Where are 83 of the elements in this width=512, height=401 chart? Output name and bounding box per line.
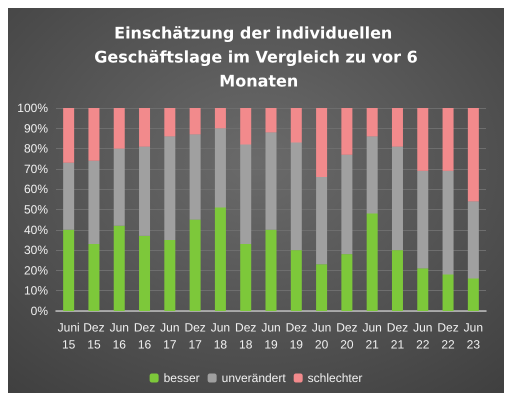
x-tick-label: Dez 22 (437, 320, 459, 352)
x-tick-label: Jun 22 (413, 320, 432, 352)
bar (214, 108, 226, 128)
bar (266, 108, 276, 132)
bar (468, 201, 479, 279)
bar (417, 108, 428, 171)
x-tick-label: Dez 19 (286, 320, 307, 352)
bar (114, 108, 125, 149)
y-tick-label: 90% (24, 121, 48, 136)
x-tick-label: Jun 18 (210, 320, 230, 352)
bar (164, 240, 176, 311)
bar (190, 108, 201, 134)
bar (63, 162, 74, 230)
x-tick-label: Dez 17 (184, 320, 206, 352)
bar (442, 274, 454, 311)
bar (240, 144, 252, 244)
bar (88, 244, 100, 311)
bar (290, 250, 302, 311)
chart-title: Einschätzung der individuellen Geschäftslage im Vergleich zu vor 6 Monaten (94, 24, 418, 90)
bar (139, 108, 150, 147)
x-tick-label: Jun 21 (362, 320, 382, 352)
bar (366, 108, 378, 136)
bar (214, 207, 226, 311)
x-tick-label: Dez 20 (336, 320, 358, 352)
bar (392, 250, 403, 311)
y-tick-label: 80% (24, 142, 48, 156)
bar (442, 108, 454, 171)
y-tick-label: 50% (24, 202, 48, 216)
y-tick-label: 20% (24, 263, 48, 278)
bar (392, 108, 403, 147)
bar (214, 128, 226, 208)
x-tick-label: Dez 15 (83, 320, 105, 352)
legend-label: unverändert (222, 371, 286, 385)
bar (164, 136, 176, 240)
bar (190, 134, 201, 220)
y-tick-label: 60% (24, 182, 48, 196)
bar (392, 146, 403, 250)
x-tick-label: Jun 16 (110, 320, 129, 352)
bar (442, 170, 454, 274)
bar (341, 108, 352, 155)
bar (417, 268, 428, 311)
bar (341, 254, 352, 311)
y-tick-label: 30% (24, 243, 48, 258)
bar (139, 236, 150, 311)
bar (114, 148, 125, 226)
x-tick-label: Dez 16 (134, 320, 156, 352)
y-tick-label: 10% (24, 284, 48, 298)
y-tick-label: 100% (17, 101, 48, 115)
bar (417, 170, 428, 268)
x-tick-label: Dez 18 (235, 320, 256, 352)
y-tick-label: 40% (24, 222, 48, 237)
legend-label: schlechter (308, 371, 362, 385)
y-tick-label: 70% (24, 162, 48, 176)
bar (290, 142, 302, 250)
bar (240, 244, 252, 311)
bar (366, 136, 378, 214)
y-tick-label: 0% (30, 304, 48, 318)
x-tick-label: Jun 19 (261, 320, 281, 352)
bar (316, 177, 328, 264)
bar (114, 226, 125, 311)
bar (139, 146, 150, 236)
bar (240, 108, 252, 145)
bar (266, 230, 276, 311)
bar (366, 214, 378, 311)
x-tick-label: Jun 20 (312, 320, 332, 352)
bar (341, 154, 352, 254)
bar (190, 220, 201, 311)
x-tick-label: Dez 21 (386, 320, 408, 352)
x-tick-label: Juni 15 (58, 320, 80, 352)
bar (468, 278, 479, 311)
bar (316, 108, 328, 178)
bar (63, 230, 74, 311)
bar (266, 132, 276, 230)
bar (88, 108, 100, 161)
legend-label: besser (164, 371, 200, 385)
bar (468, 108, 479, 202)
bar (164, 108, 176, 136)
bar (63, 108, 74, 163)
bar (316, 264, 328, 311)
bar (290, 108, 302, 143)
x-tick-label: Jun 17 (160, 320, 180, 352)
bar (88, 160, 100, 244)
x-tick-label: Jun 23 (464, 320, 484, 352)
